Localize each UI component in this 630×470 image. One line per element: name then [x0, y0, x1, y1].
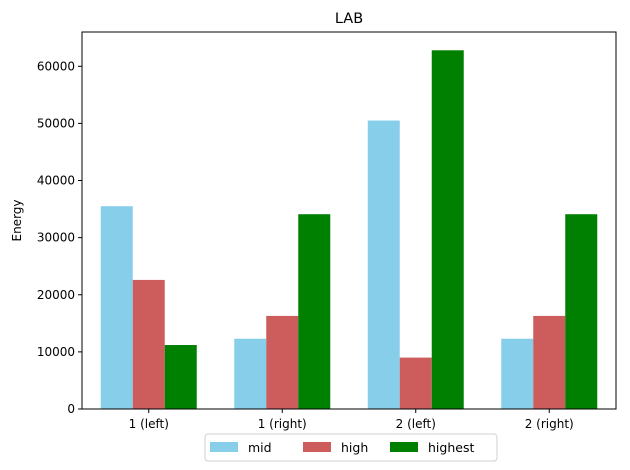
bar-mid-3	[501, 338, 534, 409]
x-tick-label: 2 (left)	[396, 417, 436, 431]
bar-mid-2	[367, 120, 400, 410]
bar-high-1	[266, 315, 299, 409]
y-tick-label: 0	[67, 402, 75, 416]
y-tick-label: 20000	[37, 288, 75, 302]
y-tick-label: 30000	[37, 231, 75, 245]
legend: mid high highest	[204, 433, 498, 462]
y-tick-label: 50000	[37, 116, 75, 130]
legend-label-mid: mid	[248, 440, 272, 455]
chart-title: LAB	[335, 11, 363, 27]
bar-high-0	[132, 279, 165, 409]
y-tick-label: 60000	[37, 59, 75, 73]
y-axis: 0 10000 20000 30000 40000 50000 60000	[37, 59, 82, 416]
legend-swatch-highest	[390, 442, 418, 452]
bar-highest-1	[298, 214, 331, 409]
bar-highest-2	[431, 50, 464, 410]
x-tick-label: 1 (right)	[258, 417, 307, 431]
bar-high-2	[399, 357, 432, 409]
legend-swatch-mid	[210, 442, 238, 452]
x-tick-label: 1 (left)	[129, 417, 169, 431]
bar-highest-3	[565, 214, 598, 409]
x-tick-label: 2 (right)	[525, 417, 574, 431]
bars-layer	[100, 50, 598, 410]
legend-box	[204, 433, 498, 462]
bar-high-3	[533, 315, 566, 409]
y-axis-title: Energy	[10, 199, 24, 241]
y-tick-label: 10000	[37, 345, 75, 359]
bar-highest-0	[164, 345, 197, 409]
bar-mid-1	[234, 338, 267, 409]
x-axis: 1 (left) 1 (right) 2 (left) 2 (right)	[129, 409, 574, 431]
plot-frame	[81, 31, 617, 410]
y-tick-label: 40000	[37, 174, 75, 188]
legend-label-highest: highest	[428, 440, 474, 455]
bar-mid-0	[100, 206, 133, 409]
legend-swatch-high	[303, 442, 331, 452]
legend-label-high: high	[341, 440, 368, 455]
